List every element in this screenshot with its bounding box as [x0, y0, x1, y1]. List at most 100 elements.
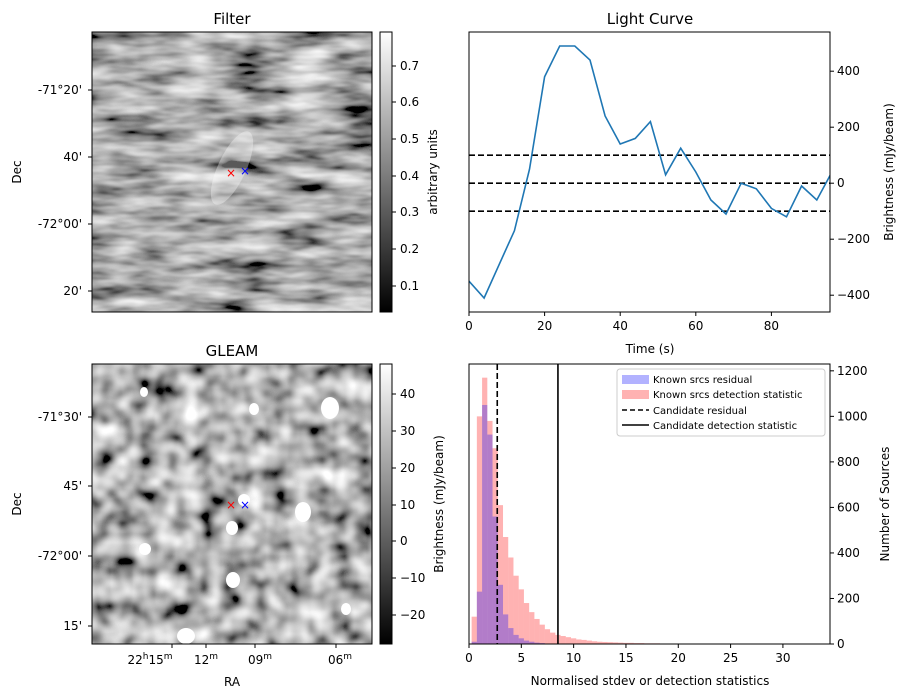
colorbar-tick-label: 0.6 — [400, 95, 419, 109]
light-curve-title: Light Curve — [607, 10, 693, 28]
colorbar-tick-label: −10 — [400, 571, 425, 585]
colorbar-tick-label: 0.1 — [400, 279, 419, 293]
x-tick-label: 40 — [613, 319, 628, 333]
x-tick-label: 25 — [723, 651, 738, 665]
histogram-xlabel: Normalised stdev or detection statistics — [531, 674, 770, 688]
light-curve-chart: Light Curve 0 20 40 60 80 400 200 0 −200 −400 Tim… — [465, 10, 896, 356]
ra-tick-label: 06m — [328, 652, 352, 667]
y-tick-label: 600 — [837, 500, 860, 514]
histogram-bar — [586, 640, 592, 644]
ra-tick-label: 12m — [194, 652, 218, 667]
histogram-legend: Known srcs residual Known srcs detection… — [616, 368, 826, 437]
filter-ytick-label: -72°00' — [38, 217, 82, 231]
histogram-bar — [497, 505, 504, 644]
gleam-ylabel: Dec — [10, 492, 24, 515]
histogram-bar — [503, 537, 509, 644]
colorbar-tick-label: 20 — [400, 461, 415, 475]
histogram-bar — [487, 434, 493, 644]
x-tick-label: 10 — [566, 651, 581, 665]
histogram-bar — [471, 616, 477, 644]
light-curve-axes: 0 20 40 60 80 400 200 0 −200 −400 — [465, 64, 870, 333]
light-curve-ylabel: Brightness (mJy/beam) — [882, 103, 896, 241]
histogram-bar — [550, 632, 556, 644]
colorbar-tick-label: 0 — [400, 534, 408, 548]
gleam-ytick-label: -72°00' — [38, 549, 82, 563]
filter-source-glow — [210, 131, 254, 205]
x-tick-label: 5 — [517, 651, 525, 665]
y-tick-label: 800 — [837, 455, 860, 469]
filter-title: Filter — [213, 10, 251, 28]
x-tick-label: 80 — [764, 319, 779, 333]
filter-colorbar-ticks: 0.7 0.6 0.5 0.4 0.3 0.2 0.1 — [392, 59, 419, 293]
filter-ytick-label: 20' — [63, 284, 82, 298]
colorbar-tick-label: 30 — [400, 424, 415, 438]
x-tick-label: 60 — [688, 319, 703, 333]
histogram-axes: 0 5 10 15 20 25 30 0 200 400 600 800 1000 1200 — [465, 364, 867, 665]
x-tick-label: 30 — [775, 651, 790, 665]
histogram-chart: 0 5 10 15 20 25 30 0 200 400 600 800 1000 1200 Normal… — [465, 363, 892, 688]
filter-panel: Filter × × -71°20' 40' -72°00' 20' Dec 0… — [10, 10, 440, 313]
gleam-colorbar-ticks: 40 30 20 10 0 −10 −20 — [392, 387, 425, 622]
histogram-bar — [534, 642, 540, 644]
histogram-bar — [503, 614, 509, 644]
colorbar-tick-label: 10 — [400, 498, 415, 512]
colorbar-tick-label: 0.4 — [400, 169, 419, 183]
x-tick-label: 20 — [537, 319, 552, 333]
histogram-bar — [518, 589, 524, 644]
histogram-bar — [529, 641, 535, 644]
y-tick-label: 1200 — [837, 364, 868, 378]
filter-blue-marker: × — [240, 164, 250, 178]
y-tick-label: 0 — [837, 176, 845, 190]
legend-box — [616, 368, 826, 437]
legend-label: Candidate detection statistic — [653, 421, 797, 432]
histogram-bar — [571, 638, 577, 644]
gleam-xlabel: RA — [224, 675, 241, 689]
filter-ylabel: Dec — [10, 160, 24, 183]
histogram-ylabel: Number of Sources — [878, 447, 892, 562]
gleam-colorbar — [379, 363, 393, 645]
colorbar-tick-label: 40 — [400, 387, 415, 401]
histogram-bar — [471, 641, 477, 644]
gleam-bright-sources — [139, 387, 351, 644]
histogram-bar — [523, 640, 530, 644]
histogram-bar — [497, 584, 504, 644]
y-tick-label: 0 — [837, 637, 845, 651]
histogram-bar — [612, 642, 619, 644]
histogram-bar — [508, 628, 514, 644]
histogram-bar — [518, 638, 524, 644]
histogram-bar — [607, 642, 613, 644]
histogram-bar — [618, 642, 624, 644]
filter-yticks: -71°20' 40' -72°00' 20' — [38, 83, 92, 298]
histogram-bar — [565, 637, 572, 644]
gleam-yticks: -71°30' 45' -72°00' 15' — [38, 410, 92, 633]
light-curve-series-line — [469, 45, 830, 300]
filter-colorbar — [379, 31, 393, 313]
histogram-bar — [597, 641, 603, 644]
y-tick-label: 1000 — [837, 409, 868, 423]
ra-tick-label: 09m — [248, 652, 272, 667]
histogram-bar — [544, 629, 551, 644]
histogram-bar — [482, 377, 488, 644]
histogram-bar — [476, 591, 483, 644]
histogram-bar — [523, 603, 530, 644]
legend-label: Known srcs residual — [653, 375, 752, 386]
histogram-bar — [513, 575, 519, 644]
filter-frame — [91, 31, 373, 313]
gleam-ytick-label: -71°30' — [38, 410, 82, 424]
x-tick-label: 20 — [671, 651, 686, 665]
y-tick-label: 400 — [837, 546, 860, 560]
legend-label: Known srcs detection statistic — [653, 390, 802, 401]
gleam-xticks: 22h15m 12m 09m 06m — [127, 644, 352, 667]
gleam-ytick-label: 15' — [63, 619, 82, 633]
filter-colorbar-label: arbitrary units — [426, 129, 440, 215]
histogram-bar — [602, 641, 608, 644]
histogram-bar — [591, 641, 598, 644]
histogram-bar — [492, 516, 498, 644]
filter-red-marker: × — [226, 166, 236, 180]
filter-image — [92, 32, 372, 312]
gleam-red-marker: × — [226, 498, 236, 512]
histogram-bar — [534, 618, 540, 644]
light-curve-frame — [468, 31, 831, 313]
y-tick-label: 200 — [837, 591, 860, 605]
